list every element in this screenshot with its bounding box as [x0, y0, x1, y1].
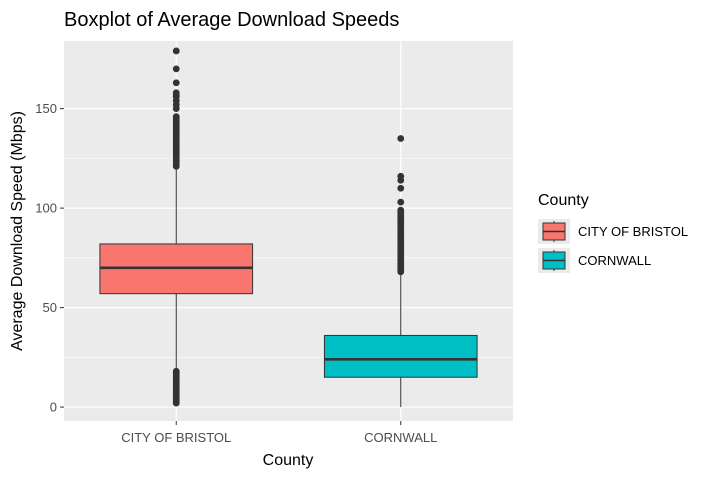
boxes	[99, 47, 478, 408]
y-tick-label: 150	[35, 101, 57, 116]
outlier-point	[397, 172, 405, 180]
outlier-point	[397, 206, 405, 214]
y-tick-label: 50	[43, 300, 57, 315]
outlier-point	[397, 184, 405, 192]
outlier-point	[397, 198, 405, 206]
y-tick-label: 0	[50, 400, 57, 415]
outlier-point	[172, 113, 180, 121]
axis-ticks: 0 50 100 150 CITY OF BRISTOL CORNWALL	[35, 101, 437, 445]
outlier-point	[172, 79, 180, 87]
y-tick-label: 100	[35, 201, 57, 216]
chart-title: Boxplot of Average Download Speeds	[64, 9, 399, 31]
legend-title: County	[538, 192, 589, 209]
outlier-point	[172, 89, 180, 97]
x-tick-label: CORNWALL	[364, 430, 437, 445]
box-city-of-bristol	[99, 47, 254, 407]
x-axis-title: County	[263, 452, 314, 469]
box-cornwall	[323, 135, 478, 408]
outlier-point	[172, 47, 180, 55]
legend: County CITY OF BRISTOL CORNWALL	[538, 192, 688, 273]
x-tick-label: CITY OF BRISTOL	[121, 430, 231, 445]
outlier-point	[172, 367, 180, 375]
box-body	[323, 334, 478, 378]
legend-label: CORNWALL	[578, 253, 651, 268]
outlier-point	[397, 135, 405, 142]
outlier-point	[172, 65, 180, 73]
legend-label: CITY OF BRISTOL	[578, 224, 688, 239]
y-axis-title: Average Download Speed (Mbps)	[9, 111, 26, 351]
